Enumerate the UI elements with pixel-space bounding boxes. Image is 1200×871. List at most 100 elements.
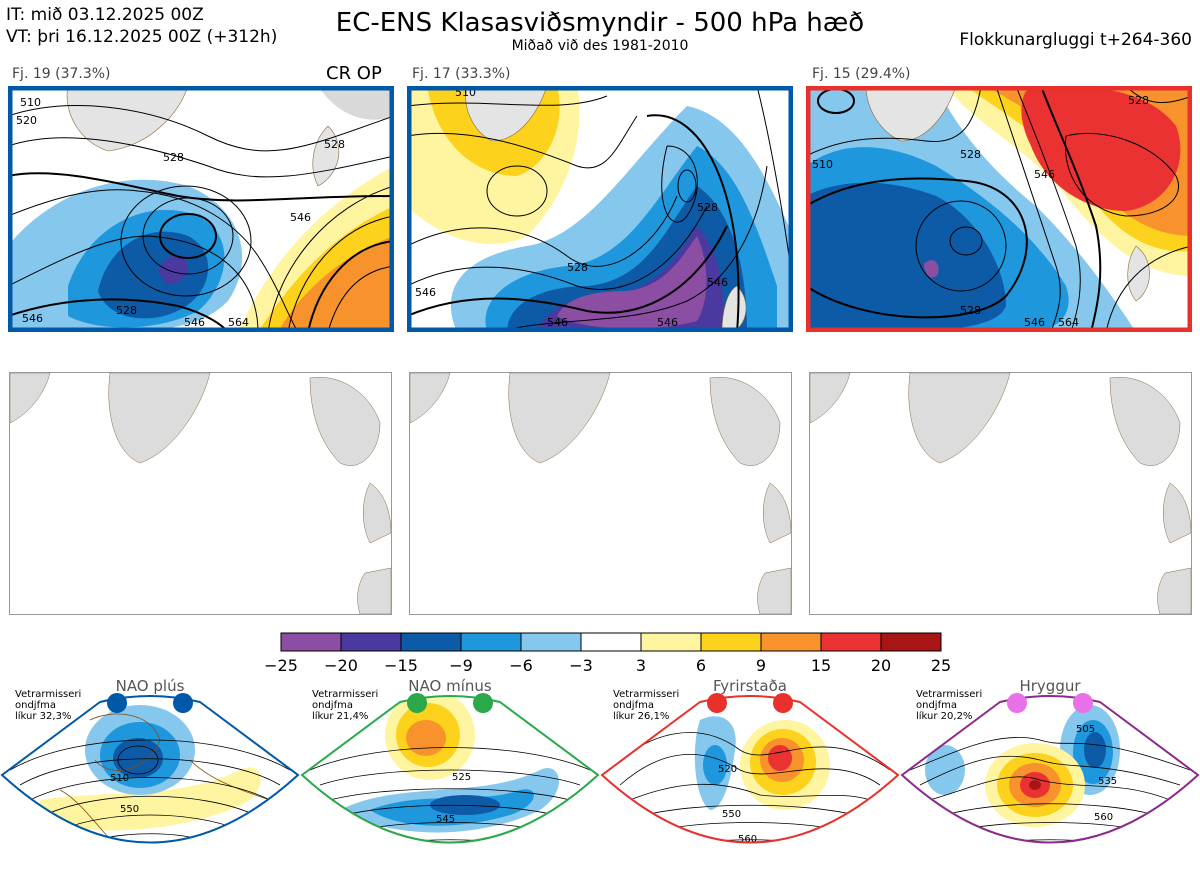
contour-label: 546 <box>415 286 436 299</box>
colorbar-tick-label: −6 <box>509 656 533 675</box>
contour-label: 546 <box>290 211 311 224</box>
colorbar-tick-label: −9 <box>449 656 473 675</box>
contour-label: 546 <box>184 316 205 329</box>
regime-frame <box>900 695 1200 844</box>
land-outline <box>66 86 340 187</box>
cluster-map-1: 510 520 528 528 528 546 546 546 564 <box>8 86 394 332</box>
contour-label: 565 <box>446 850 465 861</box>
contour-label: 546 <box>547 316 568 329</box>
contour-label: 510 <box>110 773 129 784</box>
page-title: EC-ENS Klasasviðsmyndir - 500 hPa hæð <box>335 8 865 38</box>
regime-map-ridge: 505 535 560 <box>902 696 1198 843</box>
regime-indicator-dot <box>473 693 493 713</box>
colorbar-tick-label: 3 <box>635 656 647 675</box>
contour-label: 550 <box>722 809 741 820</box>
cluster-label-3: Fj. 15 (29.4%) <box>812 66 911 82</box>
colorbar-cell <box>520 632 582 652</box>
contour-label: 520 <box>718 764 737 775</box>
regime-frame <box>600 695 900 844</box>
contour-label: 528 <box>116 304 137 317</box>
regime-note-ridge: Vetrarmisseri ondjfma líkur 20,2% <box>916 689 983 722</box>
colorbar-cell <box>340 632 402 652</box>
contour-label: 546 <box>22 312 43 325</box>
contour-label: 560 <box>738 834 757 845</box>
classification-window: Flokkunargluggi t+264-360 <box>959 30 1192 50</box>
height-contours <box>806 86 1192 332</box>
contour-label: 546 <box>707 276 728 289</box>
contour-label: 520 <box>16 114 37 127</box>
colorbar-tick-label: 6 <box>695 656 707 675</box>
page-subtitle: Miðað við des 1981-2010 <box>511 38 689 54</box>
empty-map-3 <box>809 372 1192 615</box>
height-contours <box>8 105 394 332</box>
regime-indicator-dot <box>107 693 127 713</box>
regime-maps: 510 550 525 545 565 <box>0 695 1200 861</box>
colorbar-tick-label: −20 <box>324 656 358 675</box>
regime-title-blocking: Fyrirstaða <box>713 677 787 695</box>
contour-label: 510 <box>20 96 41 109</box>
contour-labels: 510 528 528 546 546 546 546 <box>415 86 728 329</box>
regime-indicator-dot <box>1073 693 1093 713</box>
colorbar-tick-label: 15 <box>810 656 832 675</box>
colorbar-tick-label: −25 <box>264 656 298 675</box>
contour-label: 564 <box>228 316 249 329</box>
regime-note-nao-minus: Vetrarmisseri ondjfma líkur 21,4% <box>312 689 379 722</box>
colorbar-tick-label: 25 <box>930 656 952 675</box>
colorbar-tick-label: −3 <box>569 656 593 675</box>
colorbar-cell <box>820 632 882 652</box>
colorbar-cell <box>880 632 942 652</box>
regime-title-nao-minus: NAO mínus <box>408 677 492 695</box>
contour-label: 525 <box>452 772 471 783</box>
regime-indicator-dot <box>173 693 193 713</box>
contour-label: 528 <box>1128 94 1149 107</box>
contour-labels: 510 528 528 528 546 546 564 <box>812 94 1149 329</box>
contour-label: 535 <box>1098 776 1117 787</box>
contour-label: 528 <box>960 148 981 161</box>
contour-label: 528 <box>163 151 184 164</box>
cluster-map-3: 510 528 528 528 546 546 564 <box>806 86 1192 332</box>
land-outline <box>465 86 747 332</box>
regime-map-nao-plus: 510 550 <box>2 696 298 843</box>
regime-title-nao-plus: NAO plús <box>115 677 185 695</box>
contour-label: 528 <box>960 304 981 317</box>
colorbar-cell <box>460 632 522 652</box>
contour-label: 545 <box>436 814 455 825</box>
contour-label: 550 <box>120 804 139 815</box>
regime-indicator-dot <box>707 693 727 713</box>
contour-label: 528 <box>324 138 345 151</box>
contour-label: 505 <box>1076 724 1095 735</box>
regime-indicator-dot <box>773 693 793 713</box>
anomaly-shading <box>407 86 793 332</box>
regime-indicator-dot <box>1007 693 1027 713</box>
contour-label: 560 <box>1094 812 1113 823</box>
cluster-frame <box>407 86 793 332</box>
regime-note-nao-plus: Vetrarmisseri ondjfma líkur 32,3% <box>15 689 82 722</box>
regime-indicator-dot <box>407 693 427 713</box>
contour-label: 510 <box>812 158 833 171</box>
contour-label: 546 <box>1034 168 1055 181</box>
contour-label: 528 <box>567 261 588 274</box>
colorbar-tick-label: −15 <box>384 656 418 675</box>
regime-frame <box>0 695 300 844</box>
header-dates: IT: mið 03.12.2025 00Z VT: þri 16.12.202… <box>6 4 277 48</box>
empty-map-2 <box>409 372 792 615</box>
colorbar <box>280 632 942 652</box>
regime-note-blocking: Vetrarmisseri ondjfma líkur 26,1% <box>613 689 680 722</box>
colorbar-cell <box>580 632 642 652</box>
cluster-tag-1: CR OP <box>326 63 382 84</box>
cluster-map-2: 510 528 528 546 546 546 546 <box>407 86 793 332</box>
cluster-frame <box>8 86 394 332</box>
colorbar-cell <box>640 632 702 652</box>
colorbar-cell <box>400 632 462 652</box>
contour-label: 546 <box>657 316 678 329</box>
cluster-label-1: Fj. 19 (37.3%) <box>12 66 111 82</box>
anomaly-shading <box>8 86 394 332</box>
empty-map-1 <box>9 372 392 615</box>
initial-time: IT: mið 03.12.2025 00Z <box>6 5 204 25</box>
contour-label: 564 <box>1058 316 1079 329</box>
cluster-frame <box>806 86 1192 332</box>
colorbar-cell <box>760 632 822 652</box>
colorbar-cell <box>280 632 342 652</box>
colorbar-tick-label: 20 <box>870 656 892 675</box>
land-outline <box>865 86 1150 302</box>
